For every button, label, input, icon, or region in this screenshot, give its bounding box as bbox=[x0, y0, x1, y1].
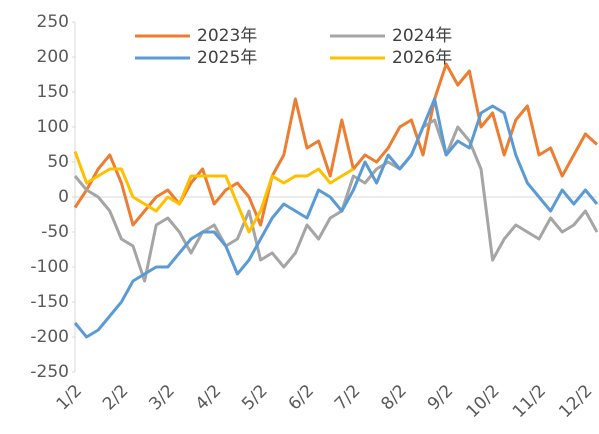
y-tick-label: -50 bbox=[41, 222, 69, 242]
x-tick-label: 5/2 bbox=[238, 381, 271, 414]
x-tick-label: 7/2 bbox=[331, 381, 364, 414]
y-tick-label: 50 bbox=[47, 152, 69, 172]
y-tick-label: 100 bbox=[37, 117, 69, 137]
legend-label: 2024年 bbox=[392, 26, 452, 46]
legend-label: 2023年 bbox=[197, 26, 257, 46]
x-tick-label: 2/2 bbox=[99, 381, 132, 414]
x-tick-label: 9/2 bbox=[424, 381, 457, 414]
y-tick-label: -100 bbox=[30, 257, 69, 277]
series-line bbox=[73, 97, 599, 339]
x-tick-label: 3/2 bbox=[145, 381, 178, 414]
x-tick-label: 12/2 bbox=[555, 381, 596, 422]
series-line bbox=[73, 118, 599, 283]
y-tick-label: 150 bbox=[37, 82, 69, 102]
x-tick-label: 10/2 bbox=[463, 381, 504, 422]
y-tick-label: 0 bbox=[58, 187, 69, 207]
x-tick-label: 1/2 bbox=[53, 381, 86, 414]
x-tick-label: 6/2 bbox=[285, 381, 318, 414]
legend-label: 2025年 bbox=[197, 48, 257, 68]
series-line bbox=[73, 62, 599, 227]
y-tick-label: -250 bbox=[30, 362, 69, 382]
y-tick-label: 250 bbox=[37, 12, 69, 32]
y-tick-label: 200 bbox=[37, 47, 69, 67]
x-tick-label: 11/2 bbox=[509, 381, 550, 422]
y-tick-label: -200 bbox=[30, 327, 69, 347]
legend-label: 2026年 bbox=[392, 48, 452, 68]
y-tick-label: -150 bbox=[30, 292, 69, 312]
series-line bbox=[73, 150, 355, 234]
x-tick-label: 4/2 bbox=[192, 381, 225, 414]
x-tick-label: 8/2 bbox=[377, 381, 410, 414]
